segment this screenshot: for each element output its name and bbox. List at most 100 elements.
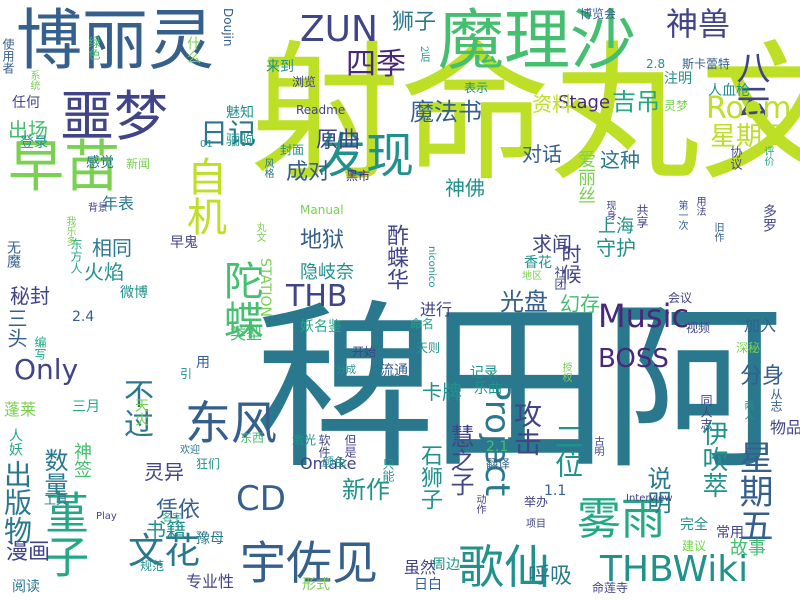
word-tadashi: 但是 (343, 434, 357, 458)
word-keishiki: 形式 (302, 577, 330, 593)
word-hihuu: 秘封 (10, 284, 50, 308)
word-ver21: 2.1 (486, 439, 509, 455)
word-nakama: 任何 (12, 95, 40, 111)
word-shinpi: 深秘 (736, 341, 761, 355)
word-jouyou: 常用 (716, 525, 744, 541)
word-hyakka: 骊驹 (226, 133, 254, 149)
word-maru: 丸文 (254, 222, 265, 242)
word-asobi: 举办 (524, 495, 549, 509)
word-only: Only (14, 353, 79, 386)
word-senmon: 专业性 (186, 572, 235, 591)
word-rekishi: 故事 (730, 538, 766, 559)
word-nori: 无魔 (5, 240, 21, 268)
word-kyouyou: 命名 (410, 317, 435, 331)
word-ketsumatsu: 风格 (262, 158, 273, 178)
word-reimu2: 灵梦 (664, 99, 689, 113)
word-kaiin: 加入 (744, 316, 777, 335)
word-kudan: 凭依 (156, 498, 201, 523)
word-minami: 旧作 (712, 222, 723, 242)
word-ryuutai: 多罗 (761, 204, 777, 232)
word-stage: Stage (558, 92, 611, 113)
word-genki: 现身 (604, 200, 615, 220)
word-haikei: 背景 (88, 203, 108, 214)
word-kiroku: 记录 (470, 365, 498, 381)
word-yorimono: 物品 (770, 418, 800, 437)
word-shikimi: 黑市 (346, 169, 371, 183)
word-shinbun: 新闻 (126, 157, 151, 171)
word-shoseki: 书籍 (146, 518, 186, 542)
word-room: Room (706, 91, 792, 126)
word-niconico: niconico (426, 246, 437, 288)
word-kougu: 工具 (44, 493, 69, 507)
word-haijin: 我乐多 (64, 216, 75, 246)
word-oki: 隐岐奈 (300, 262, 354, 283)
word-jinyou: 人妖 (7, 428, 23, 456)
word-bunshin: 分身 (740, 364, 785, 389)
word-namae: 名字 (162, 513, 182, 524)
word-ryouko: 两人 (742, 400, 753, 420)
word-koushou: 攻击 (510, 400, 543, 456)
word-ichiban: 系统 (28, 70, 39, 90)
word-kokuryu: 东风 (185, 396, 277, 450)
word-kirisame: 雾雨 (577, 494, 665, 545)
word-kanshou: 虽然 (404, 558, 437, 577)
word-omake: Omake (300, 454, 357, 473)
word-jidai: 时候 (558, 244, 582, 284)
word-boukensho: 魔法书 (410, 98, 482, 126)
word-kousui: 慧之子 (446, 424, 474, 496)
word-tsuyoi: 共享 (635, 204, 649, 228)
word-hieda-no-aya: 稗田阿 (255, 285, 783, 494)
word-kotoba2: 进行 (420, 300, 453, 319)
word-satori: 动作 (474, 494, 485, 514)
word-touhou: 东方人 (69, 238, 83, 274)
word-ryouri: 用 (196, 355, 210, 371)
word-kyoumi: 狂们 (196, 457, 221, 471)
word-shiryou: 资料 (532, 92, 572, 116)
word-zun: ZUN (300, 9, 378, 50)
word-alice: 爱丽丝 (575, 150, 596, 204)
word-shugo: 守护 (596, 236, 636, 260)
word-ryokushoku: 绿色 (87, 36, 101, 60)
word-reimu: 噩梦 (60, 85, 168, 148)
word-ibaraki: 陀蝶 (217, 260, 263, 340)
word-boss: BOSS (598, 344, 669, 374)
word-kyuubun: 求闻 (532, 232, 572, 256)
word-marisa: 魔理沙 (438, 2, 636, 79)
word-moriya: 早苗 (8, 135, 120, 200)
word-hoshi: 星期日 (710, 122, 789, 152)
word-hieda-no-aya-1: 射命丸文 (250, 28, 800, 202)
word-shinkan: 博览会 (580, 7, 617, 21)
word-seijun: 星期五 (733, 440, 773, 542)
word-weibo: 微博 (120, 285, 148, 301)
word-hakubo: 日白 (414, 577, 442, 593)
word-kyoudo: 协议 (729, 146, 743, 170)
word-sumireko: 堇子 (37, 490, 88, 578)
word-ibuki: 伊吹萃 (698, 420, 728, 498)
word-kagaku: 类型 (230, 324, 263, 343)
word-sakusha: 编写 (33, 336, 47, 360)
word-hakken: 发现 (318, 128, 415, 184)
word-hon: 翻译 (486, 457, 511, 471)
word-kanagi: 神签 (71, 442, 92, 478)
word-nijimi: 人血枪 (708, 83, 750, 99)
word-ryuushou: 分成 (336, 365, 356, 376)
word-mono: 出版物 (0, 460, 33, 544)
word-genkyoku: 原曲 (316, 128, 361, 153)
word-kuma: 地区 (522, 271, 542, 282)
word-koukaku: 香花 (524, 255, 552, 271)
word-koitsu: 这种 (600, 148, 640, 172)
word-kanzaki: 不过 (118, 378, 153, 438)
word-douga: 视频 (686, 321, 711, 335)
word-bunka: 文花 (128, 531, 201, 572)
word-jiki: 自机 (180, 156, 226, 236)
word-kanjou: 感觉 (86, 155, 114, 171)
word-teian: 建议 (682, 539, 707, 553)
word-ryuutsuu: 流通 (380, 363, 408, 379)
word-hourai: 蓬莱 (4, 400, 37, 419)
word-naka: 从志 (769, 388, 783, 412)
word-shishi: 狮子 (392, 10, 437, 35)
word-kibou: 欢迎 (180, 445, 200, 456)
word-kanzen: 完全 (680, 517, 708, 533)
word-hakurei: 博丽灵 (16, 2, 214, 79)
